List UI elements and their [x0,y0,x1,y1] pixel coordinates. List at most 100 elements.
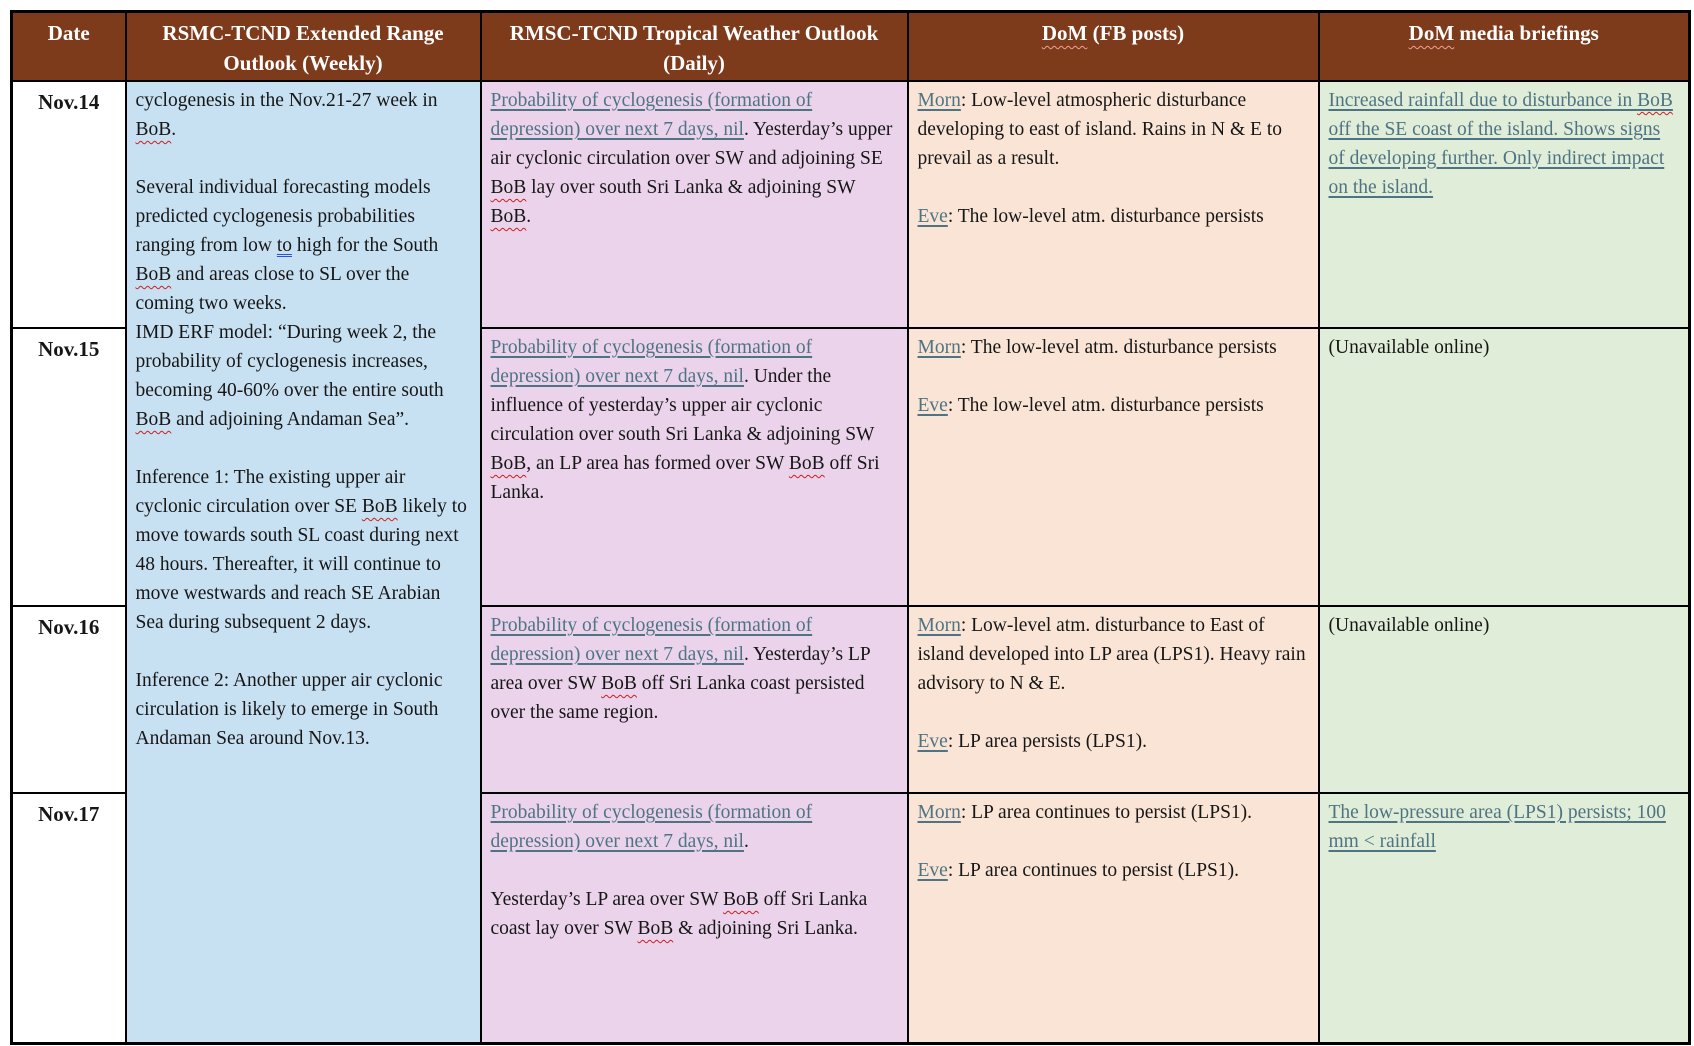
text-run: Probability of cyclogenesis (formation o… [490,337,813,387]
text-run: Probability of cyclogenesis (formation o… [490,90,813,140]
daily-outlook-cell-nov15: Probability of cyclogenesis (formation o… [479,327,909,607]
text-run: Inference 2: Another upper air cyclonic … [135,670,443,749]
hyperlink[interactable]: Probability of cyclogenesis (formation o… [491,802,813,852]
dom-fb-cell-nov14: Morn: Low-level atmospheric disturbance … [906,80,1320,329]
paragraph: Inference 1: The existing upper air cycl… [136,463,471,637]
hyperlink[interactable]: Probability of cyclogenesis (formation o… [491,337,813,387]
text-run: likely to move towards south SL coast du… [135,496,467,633]
date-cell-nov16: Nov.16 [10,605,127,794]
daily-outlook-cell-nov14: Probability of cyclogenesis (formation o… [479,80,909,329]
paragraph [918,173,1309,202]
paragraph: The low-pressure area (LPS1) persists; 1… [1329,798,1680,856]
paragraph: Probability of cyclogenesis (formation o… [491,798,898,856]
header-date: Date [10,10,127,82]
header-dom-media-briefings: DoM media briefings [1317,10,1691,82]
spellcheck-flagged-text: BoB [135,264,172,285]
spellcheck-flagged-text: BoB [490,177,527,198]
paragraph: Probability of cyclogenesis (formation o… [491,86,898,231]
spellcheck-flagged-text: BoB [135,409,172,430]
paragraph: RMSC-TCND Tropical Weather Outlook (Dail… [491,18,898,78]
paragraph: Morn: LP area continues to persist (LPS1… [918,798,1309,827]
text-run: IMD ERF model: “During week 2, the proba… [135,322,444,401]
text-run: Eve [917,395,948,416]
dom-fb-cell-nov16: Morn: Low-level atm. disturbance to East… [906,605,1320,794]
paragraph: Eve: LP area persists (LPS1). [918,727,1309,756]
table-row-nov16: Nov.16 Probability of cyclogenesis (form… [10,605,1691,794]
date-cell-nov17: Nov.17 [10,792,127,1044]
spellcheck-flagged-text: BoB [601,673,637,694]
paragraph: Morn: The low-level atm. disturbance per… [918,333,1309,362]
hyperlink[interactable]: The low-pressure area (LPS1) persists; 1… [1329,802,1666,852]
hyperlink[interactable]: Morn [918,615,961,636]
spellcheck-flagged-text: BoB [361,496,398,517]
hyperlink[interactable]: Eve [918,731,948,752]
text-run: and adjoining Andaman Sea”. [171,409,409,430]
text-run: : Low-level atmospheric disturbance deve… [917,90,1283,169]
text-run: lay over south Sri Lanka & adjoining SW [526,177,856,198]
outlook-comparison-table: Date RSMC-TCND Extended Range Outlook (W… [10,10,1691,1045]
paragraph: Morn: Low-level atm. disturbance to East… [918,611,1309,698]
paragraph: Yesterday’s LP area over SW BoB off Sri … [491,885,898,943]
paragraph: Probability of cyclogenesis (formation o… [491,611,898,727]
paragraph: RSMC-TCND Extended Range Outlook (Weekly… [136,18,471,78]
text-run: : LP area persists (LPS1). [947,731,1147,752]
paragraph: Eve: LP area continues to persist (LPS1)… [918,856,1309,885]
hyperlink[interactable]: Increased rainfall due to disturbance in [1329,90,1638,111]
paragraph: Increased rainfall due to disturbance in… [1329,86,1680,202]
text-run: : The low-level atm. disturbance persist… [947,206,1264,227]
header-weekly-outlook: RSMC-TCND Extended Range Outlook (Weekly… [124,10,482,82]
text-run: off Sri Lanka coast lay over SW [490,889,868,939]
text-run: . [171,119,177,140]
hyperlink[interactable]: Morn [918,802,961,823]
paragraph [918,698,1309,727]
header-row: Date RSMC-TCND Extended Range Outlook (W… [10,10,1691,82]
hyperlink[interactable]: off the SE coast of the island. Shows si… [1329,119,1665,198]
hyperlink[interactable]: Eve [918,860,948,881]
spellcheck-flagged-text: DoM [1041,21,1088,45]
text-run: Morn [917,802,961,823]
weekly-outlook-merged-cell: cyclogenesis in the Nov.21-27 week in Bo… [124,80,482,1044]
text-run: . [743,831,749,852]
hyperlink[interactable]: Probability of cyclogenesis (formation o… [491,90,813,140]
paragraph: Date [22,18,116,48]
hyperlink[interactable]: Morn [918,90,961,111]
text-run: Yesterday’s LP area over SW [490,889,724,910]
paragraph: cyclogenesis in the Nov.21-27 week in Bo… [136,86,471,144]
text-run: Date [47,21,90,45]
text-run: . Under the influence of yesterday’s upp… [490,366,875,445]
text-run: RMSC-TCND Tropical Weather Outlook (Dail… [509,21,879,75]
date-cell-nov14: Nov.14 [10,80,127,329]
text-run: : The low-level atm. disturbance persist… [960,337,1277,358]
text-run: : The low-level atm. disturbance persist… [947,395,1264,416]
hyperlink[interactable]: Eve [918,395,948,416]
paragraph [491,856,898,885]
paragraph: Eve: The low-level atm. disturbance pers… [918,202,1309,231]
paragraph: Eve: The low-level atm. disturbance pers… [918,391,1309,420]
paragraph: DoM media briefings [1329,18,1680,48]
hyperlink[interactable]: Morn [918,337,961,358]
text-run: off Sri Lanka coast persisted over the s… [490,673,865,723]
hyperlink[interactable]: Probability of cyclogenesis (formation o… [491,615,813,665]
paragraph: IMD ERF model: “During week 2, the proba… [136,318,471,434]
hyperlink[interactable]: BoB [1637,90,1673,111]
header-dom-fb-posts: DoM (FB posts) [906,10,1320,82]
text-run: cyclogenesis in the Nov.21-27 week in [135,90,438,111]
header-daily-outlook: RMSC-TCND Tropical Weather Outlook (Dail… [479,10,909,82]
dom-media-cell-nov17: The low-pressure area (LPS1) persists; 1… [1317,792,1691,1044]
paragraph [136,637,471,666]
text-run: media briefings [1454,21,1599,45]
text-run: . [526,206,532,227]
text-run: : Low-level atm. disturbance to East of … [917,615,1306,694]
text-run: . Yesterday’s LP area over SW [490,644,871,694]
text-run: . Yesterday’s upper air cyclonic circula… [490,119,893,169]
text-run: RSMC-TCND Extended Range Outlook (Weekly… [162,21,444,75]
text-run: (FB posts) [1087,21,1185,45]
grammar-flagged-text: to [276,235,293,256]
text-run: & adjoining Sri Lanka. [673,918,858,939]
hyperlink[interactable]: Eve [918,206,948,227]
text-run: : LP area continues to persist (LPS1). [947,860,1240,881]
text-run: Inference 1: The existing upper air cycl… [135,467,406,517]
dom-media-cell-nov14: Increased rainfall due to disturbance in… [1317,80,1691,329]
paragraph: Morn: Low-level atmospheric disturbance … [918,86,1309,173]
text-run: Morn [917,337,961,358]
